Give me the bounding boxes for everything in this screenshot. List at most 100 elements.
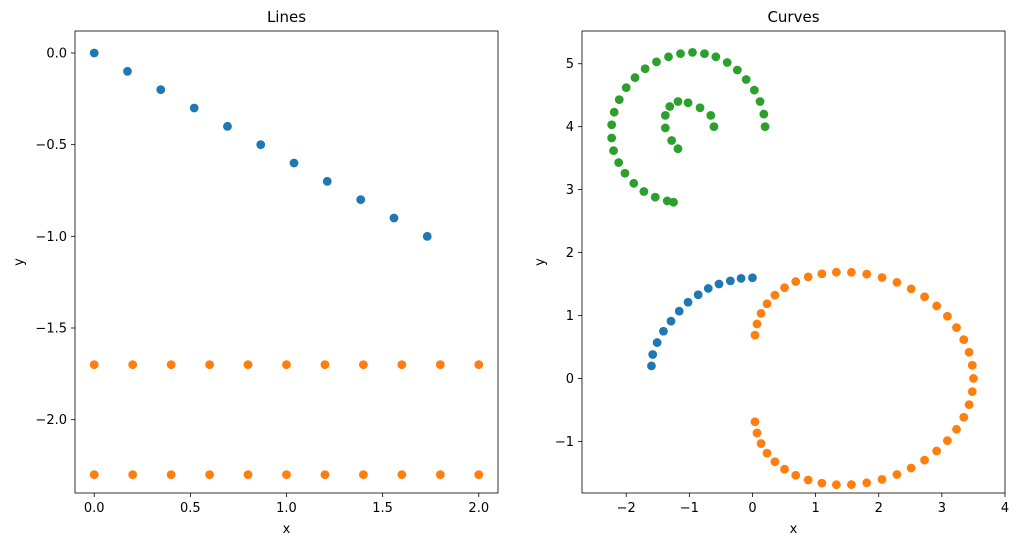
data-point: [756, 439, 766, 448]
y-tick-label: 2: [566, 246, 574, 261]
data-point: [695, 103, 705, 113]
data-point: [756, 308, 766, 318]
data-point: [750, 417, 760, 427]
y-tick-label: 3: [566, 183, 574, 198]
data-point: [760, 122, 770, 132]
y-tick-label: 0: [566, 372, 574, 387]
data-point: [967, 360, 977, 370]
data-point: [128, 360, 138, 370]
data-point: [359, 360, 368, 370]
data-point: [435, 360, 445, 370]
data-point: [892, 277, 902, 287]
data-point: [356, 195, 366, 205]
data-point: [647, 361, 656, 371]
data-point: [741, 75, 751, 84]
x-tick-label: −2: [617, 501, 636, 516]
series-0: [647, 273, 757, 371]
data-point: [673, 97, 683, 106]
data-point: [676, 49, 685, 59]
data-point: [648, 350, 658, 359]
data-point: [639, 187, 649, 196]
data-point: [952, 424, 961, 434]
data-point: [664, 52, 673, 62]
x-tick-label: 0: [748, 501, 756, 516]
data-point: [474, 360, 484, 370]
y-tick-label: −2.0: [35, 413, 67, 428]
data-point: [640, 64, 650, 74]
data-point: [943, 311, 952, 321]
data-point: [660, 123, 670, 133]
data-point: [780, 464, 789, 474]
data-point: [862, 269, 872, 279]
y-tick-label: −1: [555, 435, 574, 450]
data-point: [665, 102, 675, 111]
data-point: [714, 279, 724, 289]
data-point: [166, 360, 176, 370]
series-1: [89, 360, 484, 480]
data-point: [128, 470, 138, 480]
data-point: [703, 284, 713, 293]
y-tick-label: 1: [566, 309, 574, 324]
x-tick-label: 2: [875, 501, 883, 516]
data-point: [711, 52, 721, 62]
data-point: [189, 103, 199, 113]
data-point: [397, 470, 407, 480]
data-point: [791, 277, 801, 286]
x-tick-label: 3: [938, 501, 946, 516]
data-point: [607, 133, 617, 143]
data-point: [320, 470, 330, 480]
data-point: [932, 301, 942, 311]
series-0: [89, 48, 432, 241]
data-point: [780, 283, 789, 293]
data-point: [748, 273, 757, 283]
data-point: [688, 48, 697, 57]
data-point: [320, 360, 330, 370]
data-point: [722, 58, 732, 67]
data-point: [791, 470, 801, 480]
data-point: [389, 213, 399, 223]
data-point: [892, 470, 902, 479]
data-point: [674, 306, 684, 316]
x-tick-label: 4: [1001, 501, 1009, 516]
data-point: [752, 428, 762, 438]
data-point: [435, 470, 445, 480]
data-point: [906, 284, 916, 294]
data-point: [831, 480, 841, 490]
data-point: [762, 299, 772, 309]
x-tick-label: −1: [680, 501, 699, 516]
y-tick-label: −1.0: [35, 230, 67, 245]
data-point: [750, 330, 760, 340]
data-point: [609, 146, 618, 155]
data-point: [614, 158, 624, 167]
data-point: [223, 121, 232, 131]
data-point: [609, 107, 619, 117]
data-point: [422, 231, 432, 241]
data-point: [877, 273, 887, 282]
data-point: [660, 110, 670, 120]
y-axis-label: y: [533, 258, 548, 266]
data-point: [667, 136, 677, 145]
data-point: [732, 65, 742, 75]
data-point: [359, 470, 368, 480]
data-point: [964, 400, 974, 410]
data-point: [862, 478, 872, 488]
data-point: [959, 412, 969, 422]
y-tick-label: 4: [566, 120, 574, 135]
data-point: [725, 276, 735, 286]
data-point: [629, 178, 639, 188]
data-point: [205, 360, 214, 370]
data-point: [614, 95, 624, 105]
data-point: [89, 470, 99, 480]
data-point: [831, 267, 841, 277]
data-point: [817, 478, 827, 488]
plot-frame: [74, 30, 499, 494]
data-point: [659, 326, 668, 336]
data-point: [650, 192, 660, 202]
x-axis-label: x: [283, 522, 291, 537]
x-tick-label: 0.5: [180, 501, 201, 516]
data-point: [123, 66, 132, 76]
data-point: [289, 158, 299, 168]
data-point: [817, 269, 827, 279]
y-axis-label: y: [12, 258, 27, 266]
data-point: [709, 122, 719, 132]
